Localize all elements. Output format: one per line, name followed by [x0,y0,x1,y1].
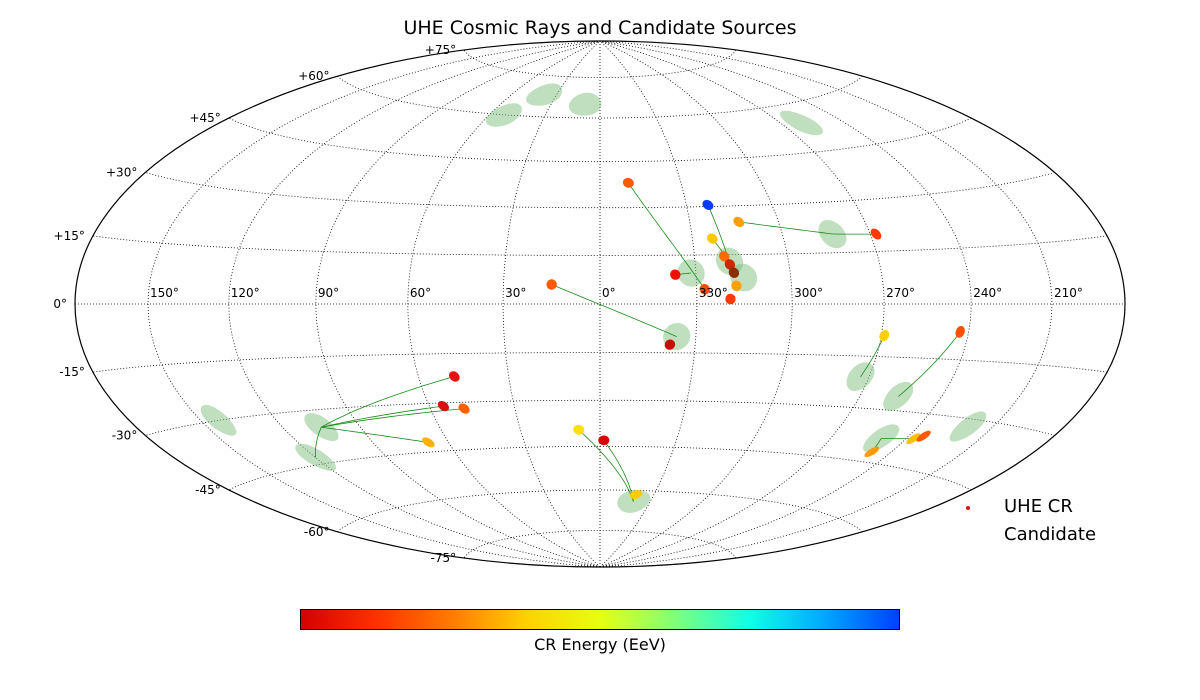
longitude-tick-label: 60° [410,286,431,300]
cosmic-ray-event [916,430,931,442]
association-line [898,331,961,397]
graticule [74,40,1126,568]
longitude-tick-label: 120° [231,286,260,300]
association-line-layer [314,182,961,502]
cosmic-ray-event [728,267,739,278]
cosmic-ray-layer [422,177,965,500]
meridian-line [599,40,885,568]
association-line [321,376,455,428]
cosmic-ray-event [864,446,880,458]
cosmic-ray-event [906,433,921,445]
longitude-tick-label: 210° [1054,286,1083,300]
candidate-source [949,411,987,442]
cosmic-ray-event [707,233,718,244]
latitude-tick-label: -15° [59,365,85,379]
cosmic-ray-event [731,280,742,292]
longitude-tick-label: 30° [505,286,526,300]
association-line [321,408,465,428]
colorbar-label: CR Energy (EeV) [534,635,666,654]
candidate-source [568,92,602,116]
association-line [860,335,885,378]
latitude-tick-label: 0° [53,297,67,311]
meridian-line [599,40,972,568]
longitude-tick-label: 90° [318,286,339,300]
cosmic-ray-event [733,216,745,227]
parallel-line [145,399,1055,436]
longitude-tick-label: 240° [973,286,1002,300]
cosmic-ray-event [702,199,714,210]
latitude-tick-label: +45° [189,111,220,125]
cosmic-ray-event [437,401,449,412]
latitude-tick-label: -45° [195,483,221,497]
candidate-source [779,110,823,136]
latitude-tick-label: +60° [298,69,329,83]
meridian-line [228,40,601,568]
parallel-line [92,352,1108,373]
tick-label-layer: 150° 120° 90° 60° 30° 0° 330° 300° 270° 240° 210° +… [53,43,1083,565]
cosmic-ray-event [573,424,585,435]
cosmic-ray-event [719,251,730,262]
cosmic-ray-event [449,371,460,382]
longitude-tick-label: 300° [794,286,823,300]
candidate-source [200,404,237,436]
cosmic-ray-event [629,490,643,500]
cosmic-ray-event [870,228,882,240]
parallel-line [92,235,1108,256]
candidate-source [526,83,563,106]
association-line [314,427,322,458]
cosmic-ray-event [724,259,736,270]
cosmic-ray-event [458,403,470,414]
parallel-line [463,530,737,559]
legend-label-candidate: Candidate [1004,524,1097,545]
meridian-line [599,40,1053,568]
association-line [627,182,706,290]
meridian-line [147,40,601,568]
meridian-line [315,40,601,568]
latitude-tick-label: +75° [425,43,456,57]
legend-marker-cosmic-ray [966,506,970,510]
association-line [321,405,444,428]
candidate-source [863,424,900,453]
candidate-source [617,489,651,513]
parallel-line [145,172,1055,209]
latitude-tick-label: -30° [112,429,138,443]
cosmic-ray-event [622,177,634,188]
cosmic-ray-event [670,269,681,280]
cosmic-ray-event [699,284,710,295]
longitude-tick-label: 0° [602,286,616,300]
latitude-tick-label: -75° [431,551,457,565]
association-line [321,426,429,443]
cosmic-ray-event [546,279,557,290]
longitude-tick-label: 270° [886,286,915,300]
cosmic-ray-event [955,326,965,338]
cosmic-ray-event [422,437,435,448]
cosmic-ray-event [598,435,610,446]
association-line [551,284,677,337]
latitude-tick-label: -60° [304,525,330,539]
parallel-line [337,489,863,533]
cosmic-ray-event [879,330,890,342]
association-line [578,429,634,502]
chart-title: UHE Cosmic Rays and Candidate Sources [403,17,797,39]
parallel-line [463,49,737,78]
association-line [738,221,876,235]
legend: UHE CR Candidate [960,496,1160,556]
candidate-source [677,259,705,287]
cosmic-ray-event [664,339,676,350]
longitude-tick-label: 150° [150,286,179,300]
projection-boundary [74,40,1126,568]
candidate-source [485,103,522,127]
latitude-tick-label: +30° [106,166,137,180]
longitude-tick-label: 330° [699,286,728,300]
association-line [603,440,634,502]
colorbar [300,609,900,630]
cosmic-ray-event [725,293,736,305]
latitude-tick-label: +15° [54,229,85,243]
legend-label-cosmic-ray: UHE CR [1004,496,1073,517]
